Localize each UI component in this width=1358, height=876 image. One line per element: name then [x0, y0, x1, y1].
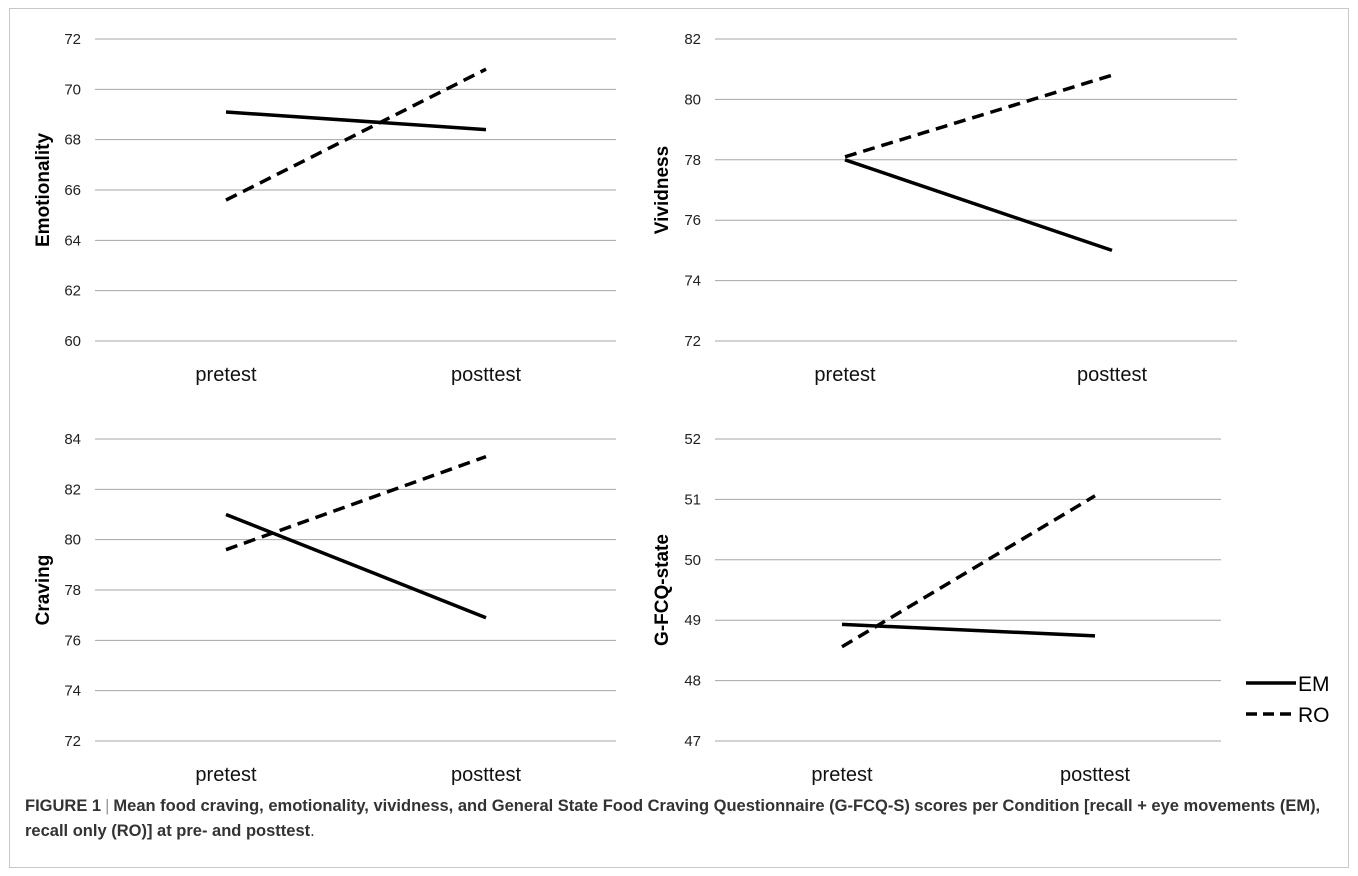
y-tick-label: 78: [64, 582, 81, 599]
y-tick-label: 51: [684, 491, 701, 508]
series-line-em: [225, 110, 487, 132]
chart-panel-emotionality: 60 62 64 66 68 70 72 pretest posttest Emotionalit…: [33, 31, 616, 386]
y-tick-label: 49: [684, 612, 701, 629]
y-tick-label: 80: [684, 91, 701, 108]
series-line-em: [225, 512, 487, 620]
series-line-ro: [225, 67, 487, 202]
y-axis-title: Emotionality: [33, 133, 54, 247]
series-line-ro: [225, 454, 487, 552]
y-tick-label: 68: [64, 132, 81, 149]
y-tick-label: 74: [64, 683, 81, 700]
y-tick-label: 74: [684, 273, 701, 290]
y-tick-label: 72: [64, 733, 81, 750]
y-tick-label: 80: [64, 532, 81, 549]
x-category-label: pretest: [195, 764, 257, 786]
chart-panel-craving: 72 74 76 78 80 82 84 pretest posttest Craving: [33, 431, 616, 786]
legend-label-ro: RO: [1298, 704, 1330, 727]
y-tick-label: 84: [64, 431, 81, 448]
y-axis-title: Vividness: [652, 146, 673, 234]
figure-caption: FIGURE 1 | Mean food craving, emotionality…: [25, 794, 1335, 844]
y-tick-label: 72: [684, 333, 701, 350]
y-tick-label: 76: [684, 212, 701, 229]
y-tick-label: 76: [64, 632, 81, 649]
series-line-ro: [844, 73, 1113, 159]
y-tick-label: 82: [684, 31, 701, 48]
caption-text: Mean food craving, emotionality, vividne…: [25, 797, 1321, 840]
series-line-em: [844, 158, 1113, 253]
x-category-label: posttest: [1060, 764, 1130, 786]
x-category-label: pretest: [811, 764, 873, 786]
y-tick-label: 52: [684, 431, 701, 448]
y-axis-title: G-FCQ-state: [652, 534, 673, 646]
legend-label-em: EM: [1298, 673, 1330, 696]
y-tick-label: 48: [684, 673, 701, 690]
x-category-label: posttest: [451, 764, 521, 786]
figure-frame: [9, 8, 1349, 868]
chart-legend: EM RO: [1246, 673, 1330, 727]
y-tick-label: 47: [684, 733, 701, 750]
caption-label: FIGURE 1: [25, 797, 102, 815]
y-tick-label: 60: [64, 333, 81, 350]
y-tick-label: 82: [64, 481, 81, 498]
chart-panel-vividness: 72 74 76 78 80 82 pretest posttest Vividness: [652, 31, 1237, 386]
x-category-label: posttest: [1077, 364, 1147, 386]
series-line-ro: [841, 494, 1096, 649]
caption-separator: |: [105, 797, 110, 815]
y-tick-label: 50: [684, 552, 701, 569]
y-tick-label: 66: [64, 182, 81, 199]
x-category-label: pretest: [195, 364, 257, 386]
chart-grid: 60 62 64 66 68 70 72 pretest posttest Emotionalit…: [33, 31, 1330, 786]
y-tick-label: 64: [64, 232, 81, 249]
y-tick-label: 70: [64, 81, 81, 98]
caption-end: .: [310, 822, 315, 840]
x-category-label: pretest: [814, 364, 876, 386]
y-axis-title: Craving: [33, 555, 54, 626]
x-category-label: posttest: [451, 364, 521, 386]
y-tick-label: 72: [64, 31, 81, 48]
series-line-em: [841, 622, 1096, 638]
y-tick-label: 78: [684, 152, 701, 169]
chart-panel-gfcq-state: 47 48 49 50 51 52 pretest posttest G-FCQ-state: [652, 431, 1221, 786]
y-tick-label: 62: [64, 283, 81, 300]
